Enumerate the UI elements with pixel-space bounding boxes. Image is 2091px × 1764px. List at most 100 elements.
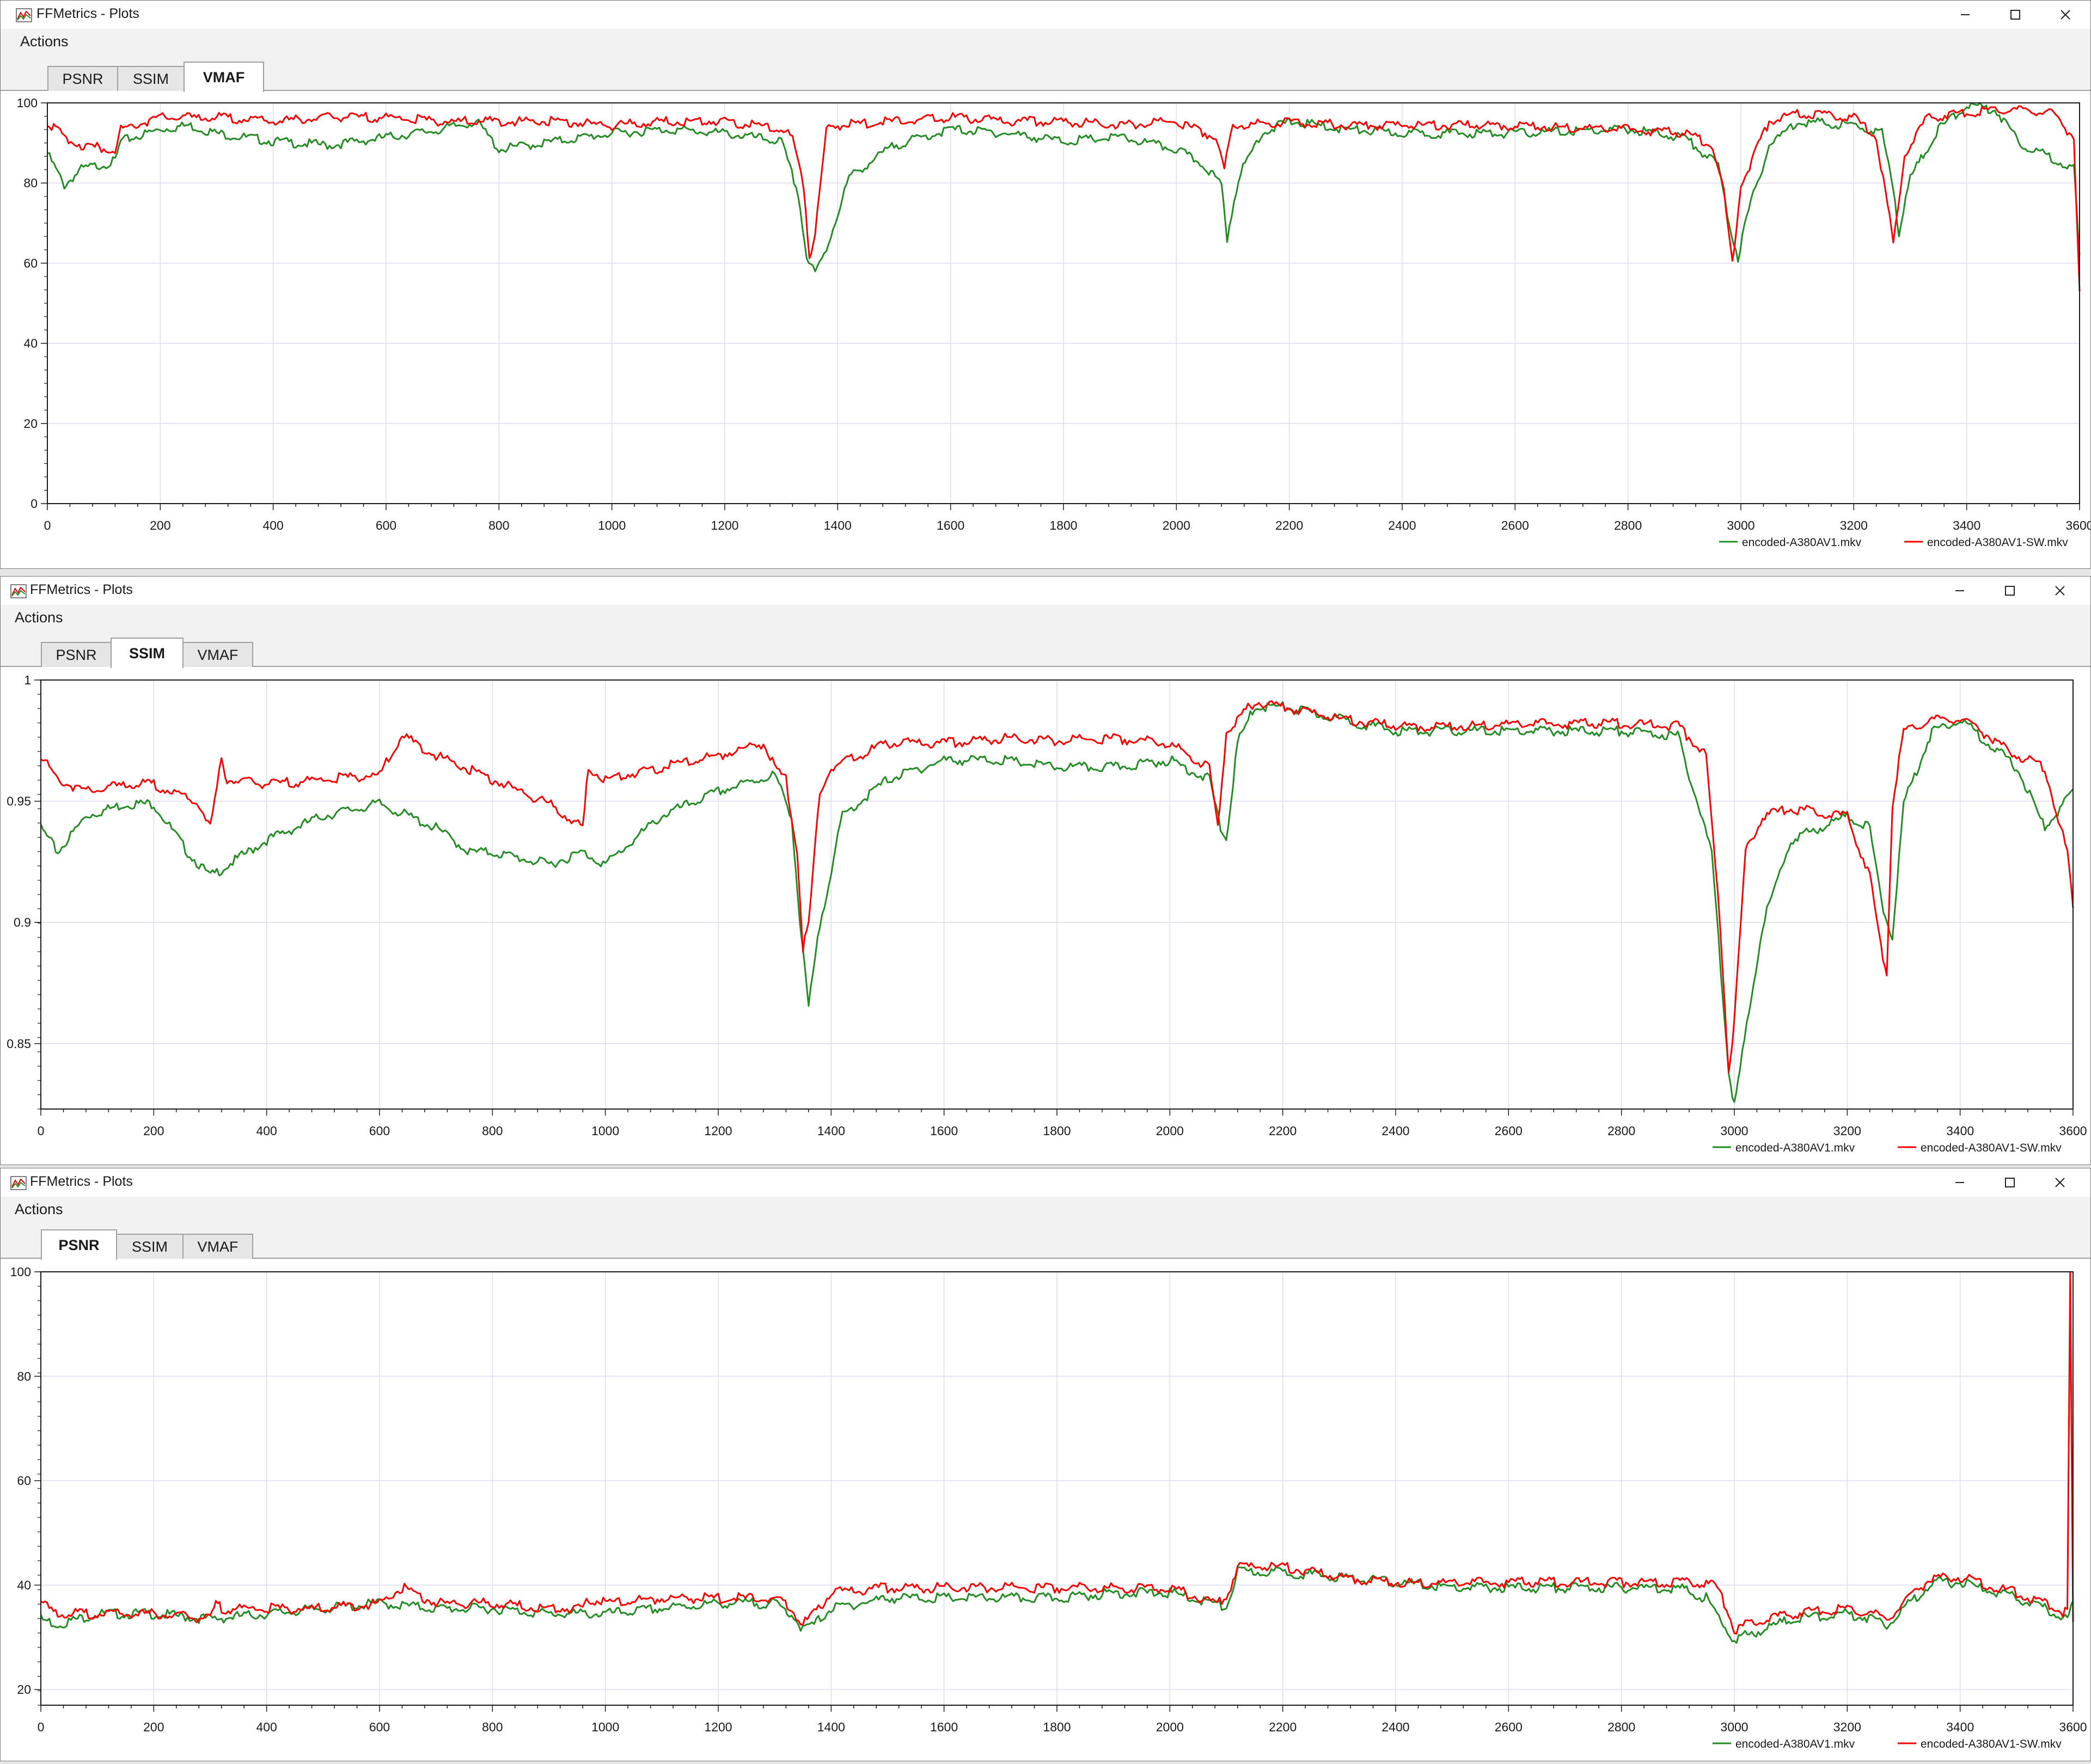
vmaf-plot[interactable]: 0 200 400 600 800 1000 1200 1400 1600 1800 2000 220…: [1, 91, 2090, 568]
x-tick-label: 1200: [704, 1124, 732, 1138]
tab-strip: PSNR SSIM VMAF: [1, 631, 2090, 668]
x-tick-label: 1400: [817, 1124, 845, 1138]
app-icon: [16, 8, 32, 22]
x-tick-label: 600: [369, 1124, 390, 1138]
maximize-button[interactable]: [1985, 577, 2035, 605]
series-line-a380av1-sw: [40, 1271, 2074, 1635]
plots-window-psnr: FFMetrics - Plots Actions PSNR SSIM VMAF…: [0, 1168, 2091, 1761]
close-button[interactable]: [2040, 1, 2090, 29]
plot-frame: [40, 1271, 2074, 1706]
minimize-button[interactable]: [1935, 577, 1985, 605]
title-bar[interactable]: FFMetrics - Plots: [1, 1, 2090, 29]
x-tick-label: 3600: [2065, 518, 2090, 532]
x-tick-label: 1000: [591, 1720, 619, 1734]
x-tick-label: 1000: [598, 518, 626, 532]
window-title: FFMetrics - Plots: [30, 1174, 133, 1189]
ssim-plot[interactable]: 0 200 400 600 800 1000 1200 1400 1600 1800 2000 220…: [1, 667, 2090, 1165]
x-tick-label: 600: [376, 518, 396, 532]
plot-frame: [40, 679, 2074, 1110]
tab-psnr[interactable]: PSNR: [41, 642, 112, 667]
series-line-a380av1: [47, 102, 2081, 272]
window-title: FFMetrics - Plots: [30, 582, 133, 597]
psnr-plot[interactable]: 0 200 400 600 800 1000 1200 1400 1600 1800 2000 220…: [1, 1259, 2090, 1761]
close-icon: [2061, 10, 2070, 20]
legend-label: encoded-A380AV1.mkv: [1742, 536, 1862, 549]
x-tick-label: 2400: [1381, 1720, 1409, 1734]
x-tick-label: 2600: [1495, 1124, 1523, 1138]
x-tick-label: 3400: [1953, 518, 1980, 532]
menu-bar: Actions: [1, 1197, 2090, 1223]
y-tick-label: 40: [23, 336, 38, 351]
tab-ssim[interactable]: SSIM: [117, 66, 185, 91]
minimize-icon: [1961, 14, 1970, 15]
x-tick-label: 2800: [1607, 1124, 1635, 1138]
y-tick-label: 0.9: [14, 915, 31, 929]
y-tick-label: 1: [24, 673, 31, 687]
tab-vmaf[interactable]: VMAF: [182, 1234, 253, 1259]
x-tick-label: 3400: [1946, 1720, 1974, 1734]
tab-psnr[interactable]: PSNR: [41, 1229, 117, 1260]
y-tick-label: 40: [17, 1578, 31, 1592]
plot-background: [1, 667, 2090, 1165]
x-tick-label: 2000: [1156, 1720, 1184, 1734]
minimize-icon: [1955, 1182, 1964, 1183]
maximize-button[interactable]: [1985, 1168, 2035, 1197]
menu-bar: Actions: [1, 29, 2090, 55]
maximize-button[interactable]: [1990, 1, 2040, 29]
x-tick-label: 2000: [1156, 1124, 1184, 1138]
y-tick-label: 80: [17, 1369, 31, 1383]
y-tick-label: 0.95: [7, 794, 31, 808]
series-line-a380av1: [40, 701, 2074, 1103]
plot-background: [1, 1259, 2090, 1761]
y-tick-label: 20: [23, 416, 38, 431]
close-button[interactable]: [2035, 577, 2085, 605]
plots-window-vmaf: FFMetrics - Plots Actions PSNR SSIM VMAF…: [0, 0, 2091, 569]
close-icon: [2055, 1178, 2065, 1187]
title-bar[interactable]: FFMetrics - Plots: [1, 577, 2090, 605]
minimize-button[interactable]: [1935, 1168, 1985, 1197]
maximize-icon: [2005, 1178, 2015, 1187]
series-line-a380av1-sw: [40, 700, 2074, 1074]
x-tick-label: 2200: [1269, 1720, 1297, 1734]
menu-actions[interactable]: Actions: [20, 33, 69, 50]
x-tick-label: 200: [150, 518, 170, 532]
y-tick-label: 60: [17, 1474, 31, 1488]
x-tick-label: 1200: [704, 1720, 732, 1734]
x-tick-label: 1800: [1043, 1720, 1071, 1734]
legend-label: encoded-A380AV1.mkv: [1735, 1738, 1855, 1750]
close-icon: [2055, 586, 2065, 596]
y-tick-label: 20: [17, 1682, 31, 1696]
x-tick-label: 1200: [711, 518, 738, 532]
x-tick-label: 800: [488, 518, 509, 532]
legend-label: encoded-A380AV1-SW.mkv: [1921, 1142, 2062, 1154]
x-tick-label: 2000: [1163, 518, 1190, 532]
x-tick-label: 0: [38, 1720, 45, 1734]
title-bar[interactable]: FFMetrics - Plots: [1, 1168, 2090, 1197]
x-tick-label: 1600: [930, 1124, 958, 1138]
x-tick-label: 2600: [1501, 518, 1529, 532]
x-tick-label: 400: [256, 1720, 277, 1734]
x-tick-label: 1400: [817, 1720, 845, 1734]
tab-psnr[interactable]: PSNR: [47, 66, 118, 91]
tab-vmaf[interactable]: VMAF: [182, 642, 253, 667]
menu-actions[interactable]: Actions: [15, 1201, 63, 1217]
x-tick-label: 400: [262, 518, 283, 532]
y-tick-label: 80: [23, 176, 38, 190]
tab-ssim[interactable]: SSIM: [111, 638, 184, 668]
tab-ssim[interactable]: SSIM: [116, 1234, 184, 1259]
maximize-icon: [2005, 586, 2015, 596]
tab-strip: PSNR SSIM VMAF: [1, 55, 2090, 92]
close-button[interactable]: [2035, 1168, 2085, 1197]
minimize-button[interactable]: [1940, 1, 1990, 29]
x-tick-label: 600: [369, 1720, 390, 1734]
x-tick-label: 1800: [1043, 1124, 1071, 1138]
menu-actions[interactable]: Actions: [15, 609, 63, 626]
x-tick-label: 2800: [1607, 1720, 1635, 1734]
x-tick-label: 0: [44, 518, 51, 532]
x-tick-label: 3200: [1840, 518, 1868, 532]
x-tick-label: 2400: [1381, 1124, 1409, 1138]
x-tick-label: 3200: [1833, 1720, 1861, 1734]
x-tick-label: 1000: [591, 1124, 619, 1138]
x-tick-label: 800: [482, 1720, 503, 1734]
tab-vmaf[interactable]: VMAF: [184, 62, 264, 92]
